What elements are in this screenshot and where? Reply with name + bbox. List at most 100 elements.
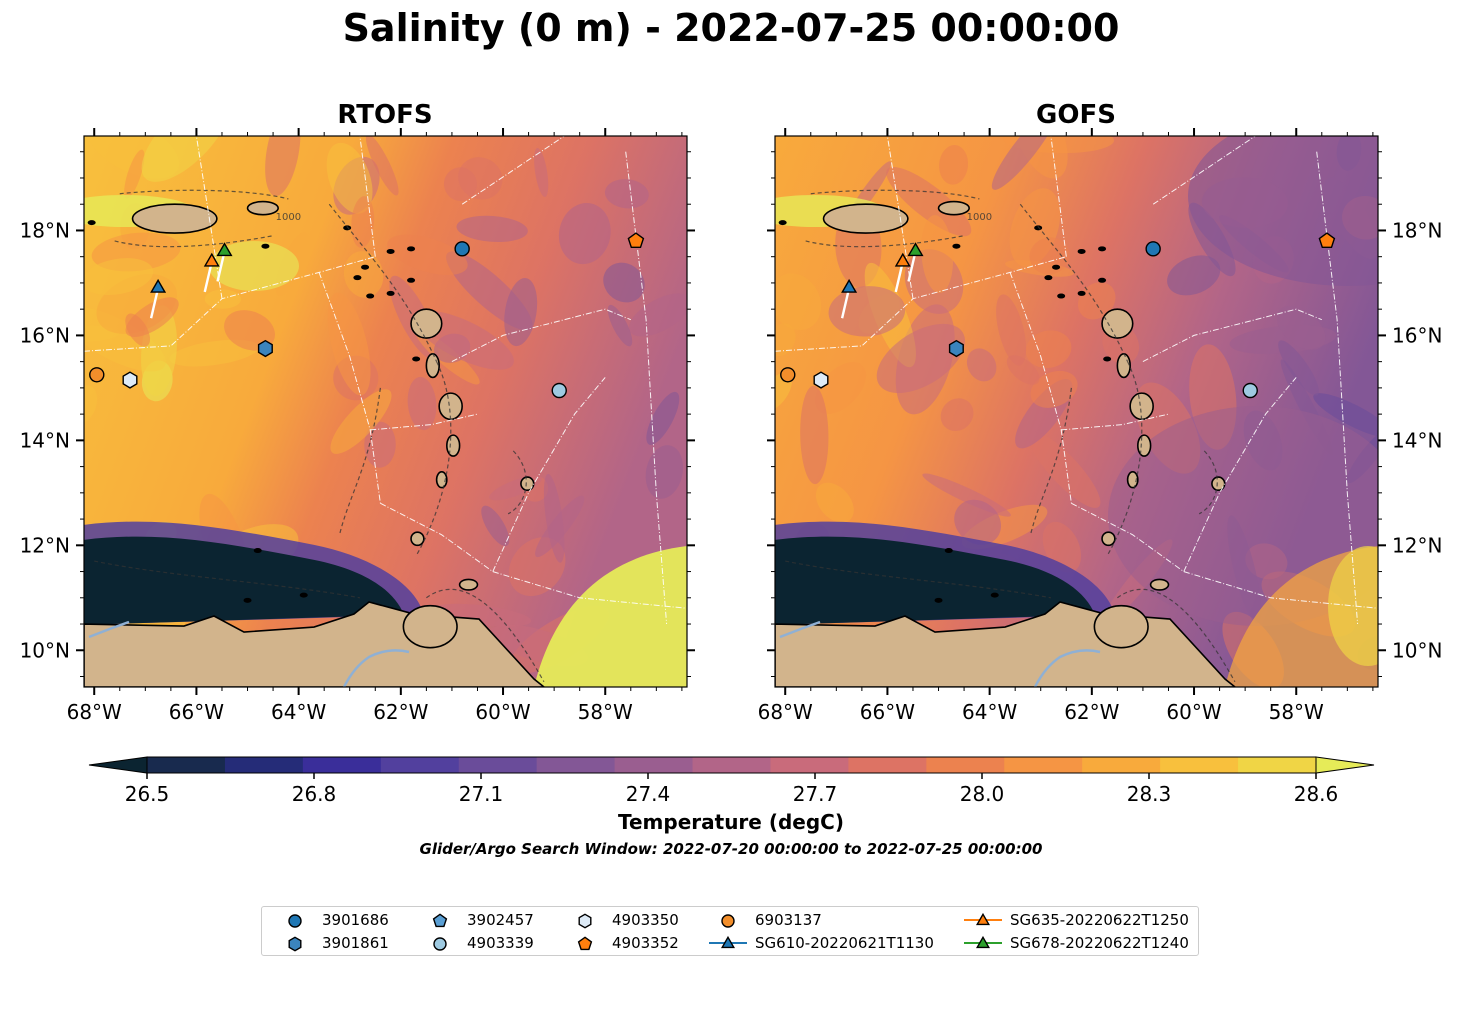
colorbar-segment xyxy=(1004,757,1083,773)
marker-4903339 xyxy=(1242,382,1258,399)
legend-marker xyxy=(975,935,991,949)
legend-item-4903350: 4903350 xyxy=(562,909,679,931)
island-small xyxy=(1077,248,1086,254)
island-barbados xyxy=(1211,476,1226,492)
island-st-lucia xyxy=(1137,434,1152,457)
colorbar-segment xyxy=(147,757,226,773)
map-panels: 1000 68°W 66°W 64°W 62°W 60°W 58°W 10°N 12°N 14°N… xyxy=(20,128,1442,724)
lon-tick-label: 60°W xyxy=(475,700,530,724)
legend-marker xyxy=(288,914,302,928)
legend-marker xyxy=(432,913,448,928)
circle-marker-icon xyxy=(433,937,447,951)
legend-marker xyxy=(577,936,593,951)
island-small xyxy=(87,220,96,226)
panel-title-rtofs: RTOFS xyxy=(337,100,433,130)
marker-6903137 xyxy=(780,367,796,383)
island-grenada xyxy=(410,531,425,547)
lat-tick-label: 10°N xyxy=(1392,638,1442,662)
colorbar-segment xyxy=(380,757,460,773)
legend-label: 3901686 xyxy=(322,911,389,929)
colorbar: 26.5 26.8 27.1 27.4 27.7 28.0 28.3 28.6 xyxy=(88,756,1375,806)
island-small xyxy=(386,290,395,296)
hexagon-marker-icon xyxy=(578,913,592,929)
hexagon-marker-icon xyxy=(288,936,302,952)
legend-item-SG610-20220621T1130: SG610-20220621T1130 xyxy=(705,932,934,954)
eez-boundary xyxy=(451,308,631,363)
triangle-marker-icon xyxy=(964,935,1002,949)
island-small xyxy=(261,243,270,249)
eez-boundary xyxy=(1061,413,1169,431)
lat-tick-label: 18°N xyxy=(20,218,70,242)
bathymetry-contour xyxy=(1106,361,1143,557)
island-small xyxy=(407,277,416,283)
legend-label: 4903350 xyxy=(612,911,679,929)
island-tobago xyxy=(1149,578,1170,591)
legend-marker xyxy=(433,937,447,951)
eez-boundary xyxy=(492,377,606,572)
eez-boundary xyxy=(1071,502,1378,609)
marker-4903350 xyxy=(122,371,138,389)
pentagon-marker-icon xyxy=(432,913,448,928)
colorbar-tick-label: 27.4 xyxy=(626,782,671,806)
legend-label: 6903137 xyxy=(755,911,822,929)
island-trinidad xyxy=(402,604,458,649)
island-martinique xyxy=(438,392,463,421)
bathymetry-contour xyxy=(1019,203,1129,362)
eez-boundary xyxy=(380,502,687,609)
search-window-note: Glider/Argo Search Window: 2022-07-20 00… xyxy=(419,840,1043,858)
marker-SG678-20220622T1240 xyxy=(907,242,924,257)
island-st-lucia xyxy=(446,434,461,457)
bathymetry-contour xyxy=(1117,588,1236,683)
island-small xyxy=(353,275,362,281)
marker-SG610-20220621T1130 xyxy=(841,278,858,293)
marker-6903137 xyxy=(89,367,105,383)
marker-SG678-20220622T1240 xyxy=(216,242,233,257)
eez-boundary xyxy=(1316,151,1359,625)
island-small xyxy=(407,246,416,252)
legend-label: SG610-20220621T1130 xyxy=(755,934,934,952)
legend: 3901686 3901861 3902457 4903339 4903350 49033… xyxy=(261,906,1199,956)
bathymetry-contour xyxy=(328,203,438,362)
island-trinidad xyxy=(1093,604,1149,649)
map-rtofs: 1000 68°W 66°W 64°W 62°W 60°W 58°W 10°N 12°N 14°N… xyxy=(20,128,695,724)
glider-track xyxy=(894,261,904,293)
marker-SG635-20220622T1250 xyxy=(203,252,220,267)
legend-label: SG678-20220622T1240 xyxy=(1010,934,1189,952)
island-small xyxy=(990,592,999,598)
eez-boundary xyxy=(318,272,381,504)
circle-marker-icon xyxy=(721,914,735,928)
island-small xyxy=(253,548,262,554)
map-gofs: 1000 68°W 66°W 64°W 62°W 60°W 58°W 10°N 12°N 14°N… xyxy=(758,128,1442,724)
colorbar-segment xyxy=(848,757,927,773)
island-guadeloupe xyxy=(1101,308,1134,339)
lon-tick-label: 60°W xyxy=(1166,700,1221,724)
map-frame xyxy=(774,135,1379,688)
island-dominica xyxy=(425,352,440,379)
lon-tick-label: 64°W xyxy=(271,700,326,724)
island-st-vincent xyxy=(435,471,448,489)
colorbar-tick-label: 27.7 xyxy=(793,782,838,806)
contour-label: 1000 xyxy=(967,212,992,223)
bathymetry-contour xyxy=(805,235,965,248)
eez-boundary xyxy=(1050,136,1067,257)
lon-tick-label: 66°W xyxy=(169,700,224,724)
lat-tick-label: 12°N xyxy=(1392,533,1442,557)
eez-boundary xyxy=(461,136,565,205)
colorbar-label: Temperature (degC) xyxy=(618,810,844,834)
colorbar-segment xyxy=(536,757,616,773)
glider-track xyxy=(907,251,917,282)
triangle-marker-icon xyxy=(709,935,747,949)
figure-title: Salinity (0 m) - 2022-07-25 00:00:00 xyxy=(342,6,1120,50)
lon-tick-label: 58°W xyxy=(1269,700,1324,724)
island-small xyxy=(1098,246,1107,252)
colorbar-segment xyxy=(770,757,849,773)
bathymetry-contour xyxy=(1198,450,1218,515)
legend-item-4903352: 4903352 xyxy=(562,932,679,954)
panel-title-gofs: GOFS xyxy=(1036,100,1116,130)
colorbar-segment xyxy=(224,757,304,773)
marker-4903352 xyxy=(627,232,645,249)
eez-boundary xyxy=(359,136,376,257)
island-dominica xyxy=(1116,352,1131,379)
island-small xyxy=(386,248,395,254)
legend-label: 4903339 xyxy=(467,934,534,952)
